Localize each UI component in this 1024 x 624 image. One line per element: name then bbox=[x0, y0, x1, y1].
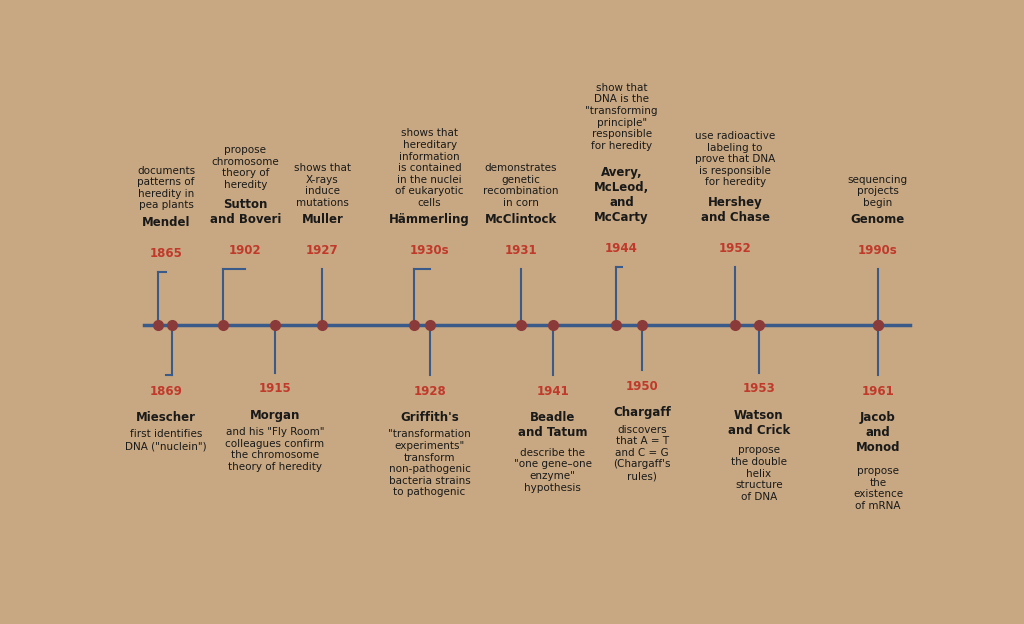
Text: describe the
"one gene–one
enzyme"
hypothesis: describe the "one gene–one enzyme" hypot… bbox=[514, 448, 592, 492]
Text: Sutton
and Boveri: Sutton and Boveri bbox=[210, 198, 282, 227]
Text: 1990s: 1990s bbox=[858, 245, 898, 258]
Text: documents
patterns of
heredity in
pea plants: documents patterns of heredity in pea pl… bbox=[137, 165, 196, 210]
Text: Genome: Genome bbox=[851, 213, 905, 227]
Text: Muller: Muller bbox=[301, 213, 343, 227]
Text: 1952: 1952 bbox=[719, 242, 752, 255]
Text: 1927: 1927 bbox=[306, 245, 339, 258]
Text: 1902: 1902 bbox=[229, 245, 262, 258]
Text: 1950: 1950 bbox=[626, 380, 658, 393]
Text: and his "Fly Room"
colleagues confirm
the chromosome
theory of heredity: and his "Fly Room" colleagues confirm th… bbox=[225, 427, 325, 472]
Text: 1961: 1961 bbox=[861, 385, 894, 397]
Text: 1930s: 1930s bbox=[410, 245, 450, 258]
Text: Morgan: Morgan bbox=[250, 409, 300, 422]
Text: Beadle
and Tatum: Beadle and Tatum bbox=[518, 411, 588, 439]
Text: Watson
and Crick: Watson and Crick bbox=[728, 409, 791, 437]
Text: sequencing
projects
begin: sequencing projects begin bbox=[848, 175, 908, 208]
Text: 1928: 1928 bbox=[414, 385, 445, 397]
Text: Griffith's: Griffith's bbox=[400, 411, 459, 424]
Text: Hershey
and Chase: Hershey and Chase bbox=[700, 196, 770, 224]
Text: Miescher: Miescher bbox=[136, 411, 196, 424]
Text: 1941: 1941 bbox=[537, 385, 569, 397]
Text: Chargaff: Chargaff bbox=[613, 406, 671, 419]
Text: 1944: 1944 bbox=[605, 242, 638, 255]
Text: propose
the
existence
of mRNA: propose the existence of mRNA bbox=[853, 466, 903, 511]
Text: show that
DNA is the
"transforming
principle"
responsible
for heredity: show that DNA is the "transforming princ… bbox=[586, 83, 657, 151]
Text: 1915: 1915 bbox=[258, 383, 291, 396]
Text: propose
chromosome
theory of
heredity: propose chromosome theory of heredity bbox=[212, 145, 280, 190]
Text: McClintock: McClintock bbox=[484, 213, 557, 227]
Text: Mendel: Mendel bbox=[142, 216, 190, 228]
Text: first identifies
DNA ("nuclein"): first identifies DNA ("nuclein") bbox=[125, 429, 207, 451]
Text: demonstrates
genetic
recombination
in corn: demonstrates genetic recombination in co… bbox=[483, 163, 558, 208]
Text: discovers
that A = T
and C = G
(Chargaff's
rules): discovers that A = T and C = G (Chargaff… bbox=[613, 425, 671, 481]
Text: 1953: 1953 bbox=[742, 383, 775, 396]
Text: use radioactive
labeling to
prove that DNA
is responsible
for heredity: use radioactive labeling to prove that D… bbox=[695, 131, 775, 187]
Text: Hämmerling: Hämmerling bbox=[389, 213, 470, 227]
Text: 1931: 1931 bbox=[505, 245, 538, 258]
Text: 1865: 1865 bbox=[150, 247, 182, 260]
Text: 1869: 1869 bbox=[150, 385, 182, 397]
Text: propose
the double
helix
structure
of DNA: propose the double helix structure of DN… bbox=[731, 446, 786, 502]
Text: shows that
hereditary
information
is contained
in the nuclei
of eukaryotic
cells: shows that hereditary information is con… bbox=[395, 129, 464, 208]
Text: "transformation
experiments"
transform
non-pathogenic
bacteria strains
to pathog: "transformation experiments" transform n… bbox=[388, 429, 471, 497]
Text: Avery,
McLeod,
and
McCarty: Avery, McLeod, and McCarty bbox=[594, 166, 649, 224]
Text: Jacob
and
Monod: Jacob and Monod bbox=[856, 411, 900, 454]
Text: shows that
X-rays
induce
mutations: shows that X-rays induce mutations bbox=[294, 163, 351, 208]
